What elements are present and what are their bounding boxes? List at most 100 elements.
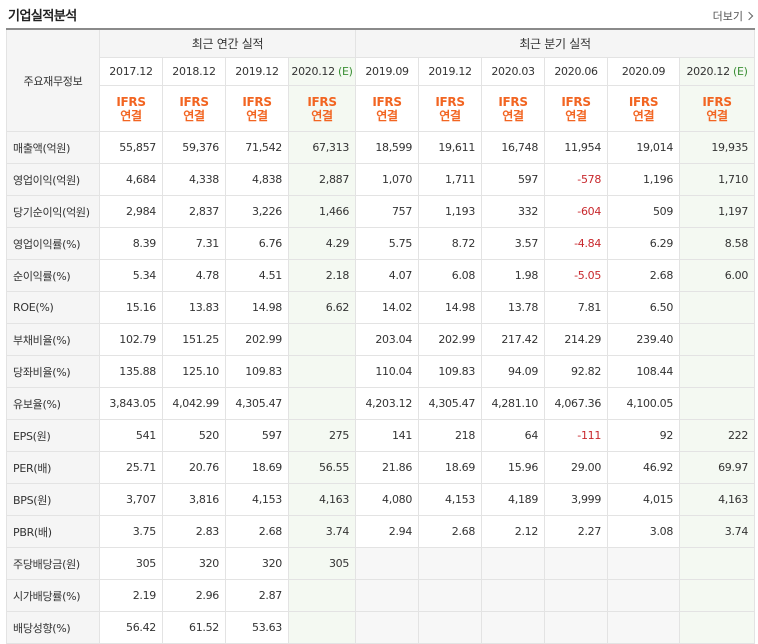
table-cell <box>679 611 756 644</box>
table-cell: 5.34 <box>99 259 163 292</box>
table-cell <box>544 611 609 644</box>
table-cell: 1,711 <box>418 163 483 196</box>
table-cell: 3,999 <box>544 483 609 516</box>
estimate-mark: (E) <box>733 65 748 78</box>
row-label: 매출액(억원) <box>6 131 100 164</box>
table-cell: 2,887 <box>287 163 357 196</box>
table-cell <box>481 611 546 644</box>
column-date: 2019.12 <box>225 57 289 86</box>
consolidated-label: 연결 <box>376 108 398 123</box>
column-date-label: 2018.12 <box>172 65 216 78</box>
column-date-label: 2020.09 <box>621 65 666 78</box>
column-date-label: 2020.03 <box>491 65 535 78</box>
table-row: 부채비율(%) 102.79 151.25 202.99 203.04 202.99 217… <box>6 323 756 356</box>
row-header-label: 주요재무정보 <box>6 28 100 132</box>
table-cell: 2,984 <box>99 195 163 228</box>
table-cell: 69.97 <box>679 451 756 484</box>
table-cell <box>607 611 681 644</box>
column-date-label: 2020.12 <box>686 65 730 78</box>
table-cell: 2.68 <box>225 515 289 548</box>
table-cell <box>679 547 756 580</box>
section-title: 기업실적분석 <box>8 9 77 24</box>
column-date: 2019.12 <box>418 57 483 86</box>
table-cell: 135.88 <box>99 355 163 388</box>
table-cell: 214.29 <box>544 323 609 356</box>
table-cell: -604 <box>544 195 609 228</box>
table-cell: 151.25 <box>162 323 226 356</box>
table-cell: 5.75 <box>355 227 420 260</box>
table-cell: 3.75 <box>99 515 163 548</box>
table-cell: 4,080 <box>355 483 420 516</box>
table-cell <box>287 355 357 388</box>
table-cell: 2.12 <box>481 515 546 548</box>
table-cell: 67,313 <box>287 131 357 164</box>
table-cell: 3,226 <box>225 195 289 228</box>
table-cell: 275 <box>287 419 357 452</box>
table-cell: 71,542 <box>225 131 289 164</box>
table-cell: 18.69 <box>225 451 289 484</box>
column-date-label: 2017.12 <box>109 65 153 78</box>
table-cell: 202.99 <box>418 323 483 356</box>
table-cell: 125.10 <box>162 355 226 388</box>
table-cell: 25.71 <box>99 451 163 484</box>
table-cell: 4,281.10 <box>481 387 546 420</box>
table-cell: 2.83 <box>162 515 226 548</box>
table-cell: -4.84 <box>544 227 609 260</box>
table-cell: 520 <box>162 419 226 452</box>
table-cell: 56.42 <box>99 611 163 644</box>
consolidated-label: 연결 <box>120 108 142 123</box>
more-link[interactable]: 더보기 <box>712 8 754 24</box>
table-cell: 222 <box>679 419 756 452</box>
table-cell: 6.76 <box>225 227 289 260</box>
table-cell: 4,015 <box>607 483 681 516</box>
table-cell: 1,710 <box>679 163 756 196</box>
table-cell: 4,100.05 <box>607 387 681 420</box>
table-cell: 14.02 <box>355 291 420 324</box>
table-row: EPS(원) 541 520 597 275 141 218 64 -111 92 222 <box>6 419 756 452</box>
table-cell: 20.76 <box>162 451 226 484</box>
table-cell: 4,305.47 <box>418 387 483 420</box>
table-cell: 14.98 <box>225 291 289 324</box>
row-label: 부채비율(%) <box>6 323 100 356</box>
ifrs-basis: IFRS 연결 <box>355 85 420 132</box>
table-cell: 1,070 <box>355 163 420 196</box>
ifrs-label: IFRS <box>435 94 465 109</box>
table-row: PBR(배) 3.75 2.83 2.68 3.74 2.94 2.68 2.12 2.27 3.… <box>6 515 756 548</box>
table-row: 배당성향(%) 56.42 61.52 53.63 <box>6 611 756 644</box>
table-cell: 102.79 <box>99 323 163 356</box>
table-cell: 14.98 <box>418 291 483 324</box>
table-cell: 53.63 <box>225 611 289 644</box>
table-cell <box>679 579 756 612</box>
table-cell: 541 <box>99 419 163 452</box>
table-cell: 4,338 <box>162 163 226 196</box>
ifrs-label: IFRS <box>307 94 337 109</box>
table-cell <box>679 323 756 356</box>
ifrs-label: IFRS <box>498 94 528 109</box>
group-annual: 최근 연간 실적 <box>98 28 357 58</box>
table-cell: 109.83 <box>418 355 483 388</box>
table-cell: 2.19 <box>99 579 163 612</box>
chevron-right-icon <box>744 11 754 21</box>
table-cell: 4,067.36 <box>544 387 609 420</box>
table-cell: 92 <box>607 419 681 452</box>
table-cell: 19,014 <box>607 131 681 164</box>
consolidated-label: 연결 <box>246 108 268 123</box>
row-label: EPS(원) <box>6 419 100 452</box>
table-cell: 18.69 <box>418 451 483 484</box>
row-label: 당좌비율(%) <box>6 355 100 388</box>
more-label: 더보기 <box>712 10 743 23</box>
row-label: 순이익률(%) <box>6 259 100 292</box>
ifrs-basis: IFRS 연결 <box>162 85 226 132</box>
table-cell: 46.92 <box>607 451 681 484</box>
table-cell <box>607 547 681 580</box>
table-row: BPS(원) 3,707 3,816 4,153 4,163 4,080 4,153 4,18… <box>6 483 756 516</box>
ifrs-basis: IFRS 연결 <box>225 85 289 132</box>
table-cell: 15.16 <box>99 291 163 324</box>
table-cell <box>355 579 420 612</box>
table-cell: 597 <box>481 163 546 196</box>
table-cell: 1.98 <box>481 259 546 292</box>
table-cell: 1,196 <box>607 163 681 196</box>
table-cell <box>287 323 357 356</box>
table-cell: 94.09 <box>481 355 546 388</box>
row-label: 당기순이익(억원) <box>6 195 100 228</box>
